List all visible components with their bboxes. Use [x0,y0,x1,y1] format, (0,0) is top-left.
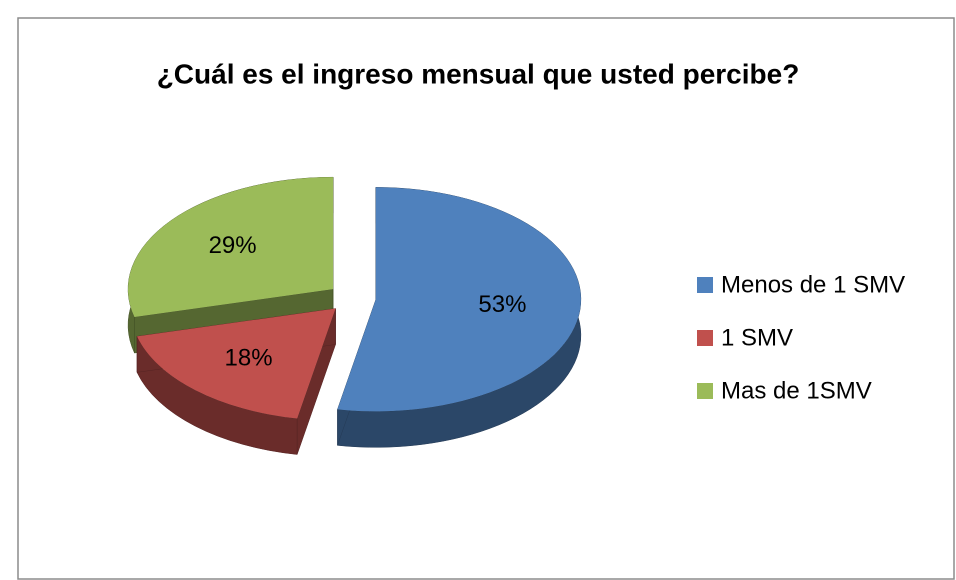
legend-label: Menos de 1 SMV [721,271,905,298]
legend-swatch [697,330,713,346]
data-label: 53% [478,291,526,318]
data-label: 18% [225,344,273,371]
legend-swatch [697,277,713,293]
legend-label: Mas de 1SMV [721,377,872,404]
slice [128,177,334,318]
legend-label: 1 SMV [721,324,793,351]
slice [337,187,581,412]
data-label: 29% [209,232,257,259]
legend-swatch [697,383,713,399]
chart-title: ¿Cuál es el ingreso mensual que usted pe… [157,58,800,89]
slice [137,308,336,419]
